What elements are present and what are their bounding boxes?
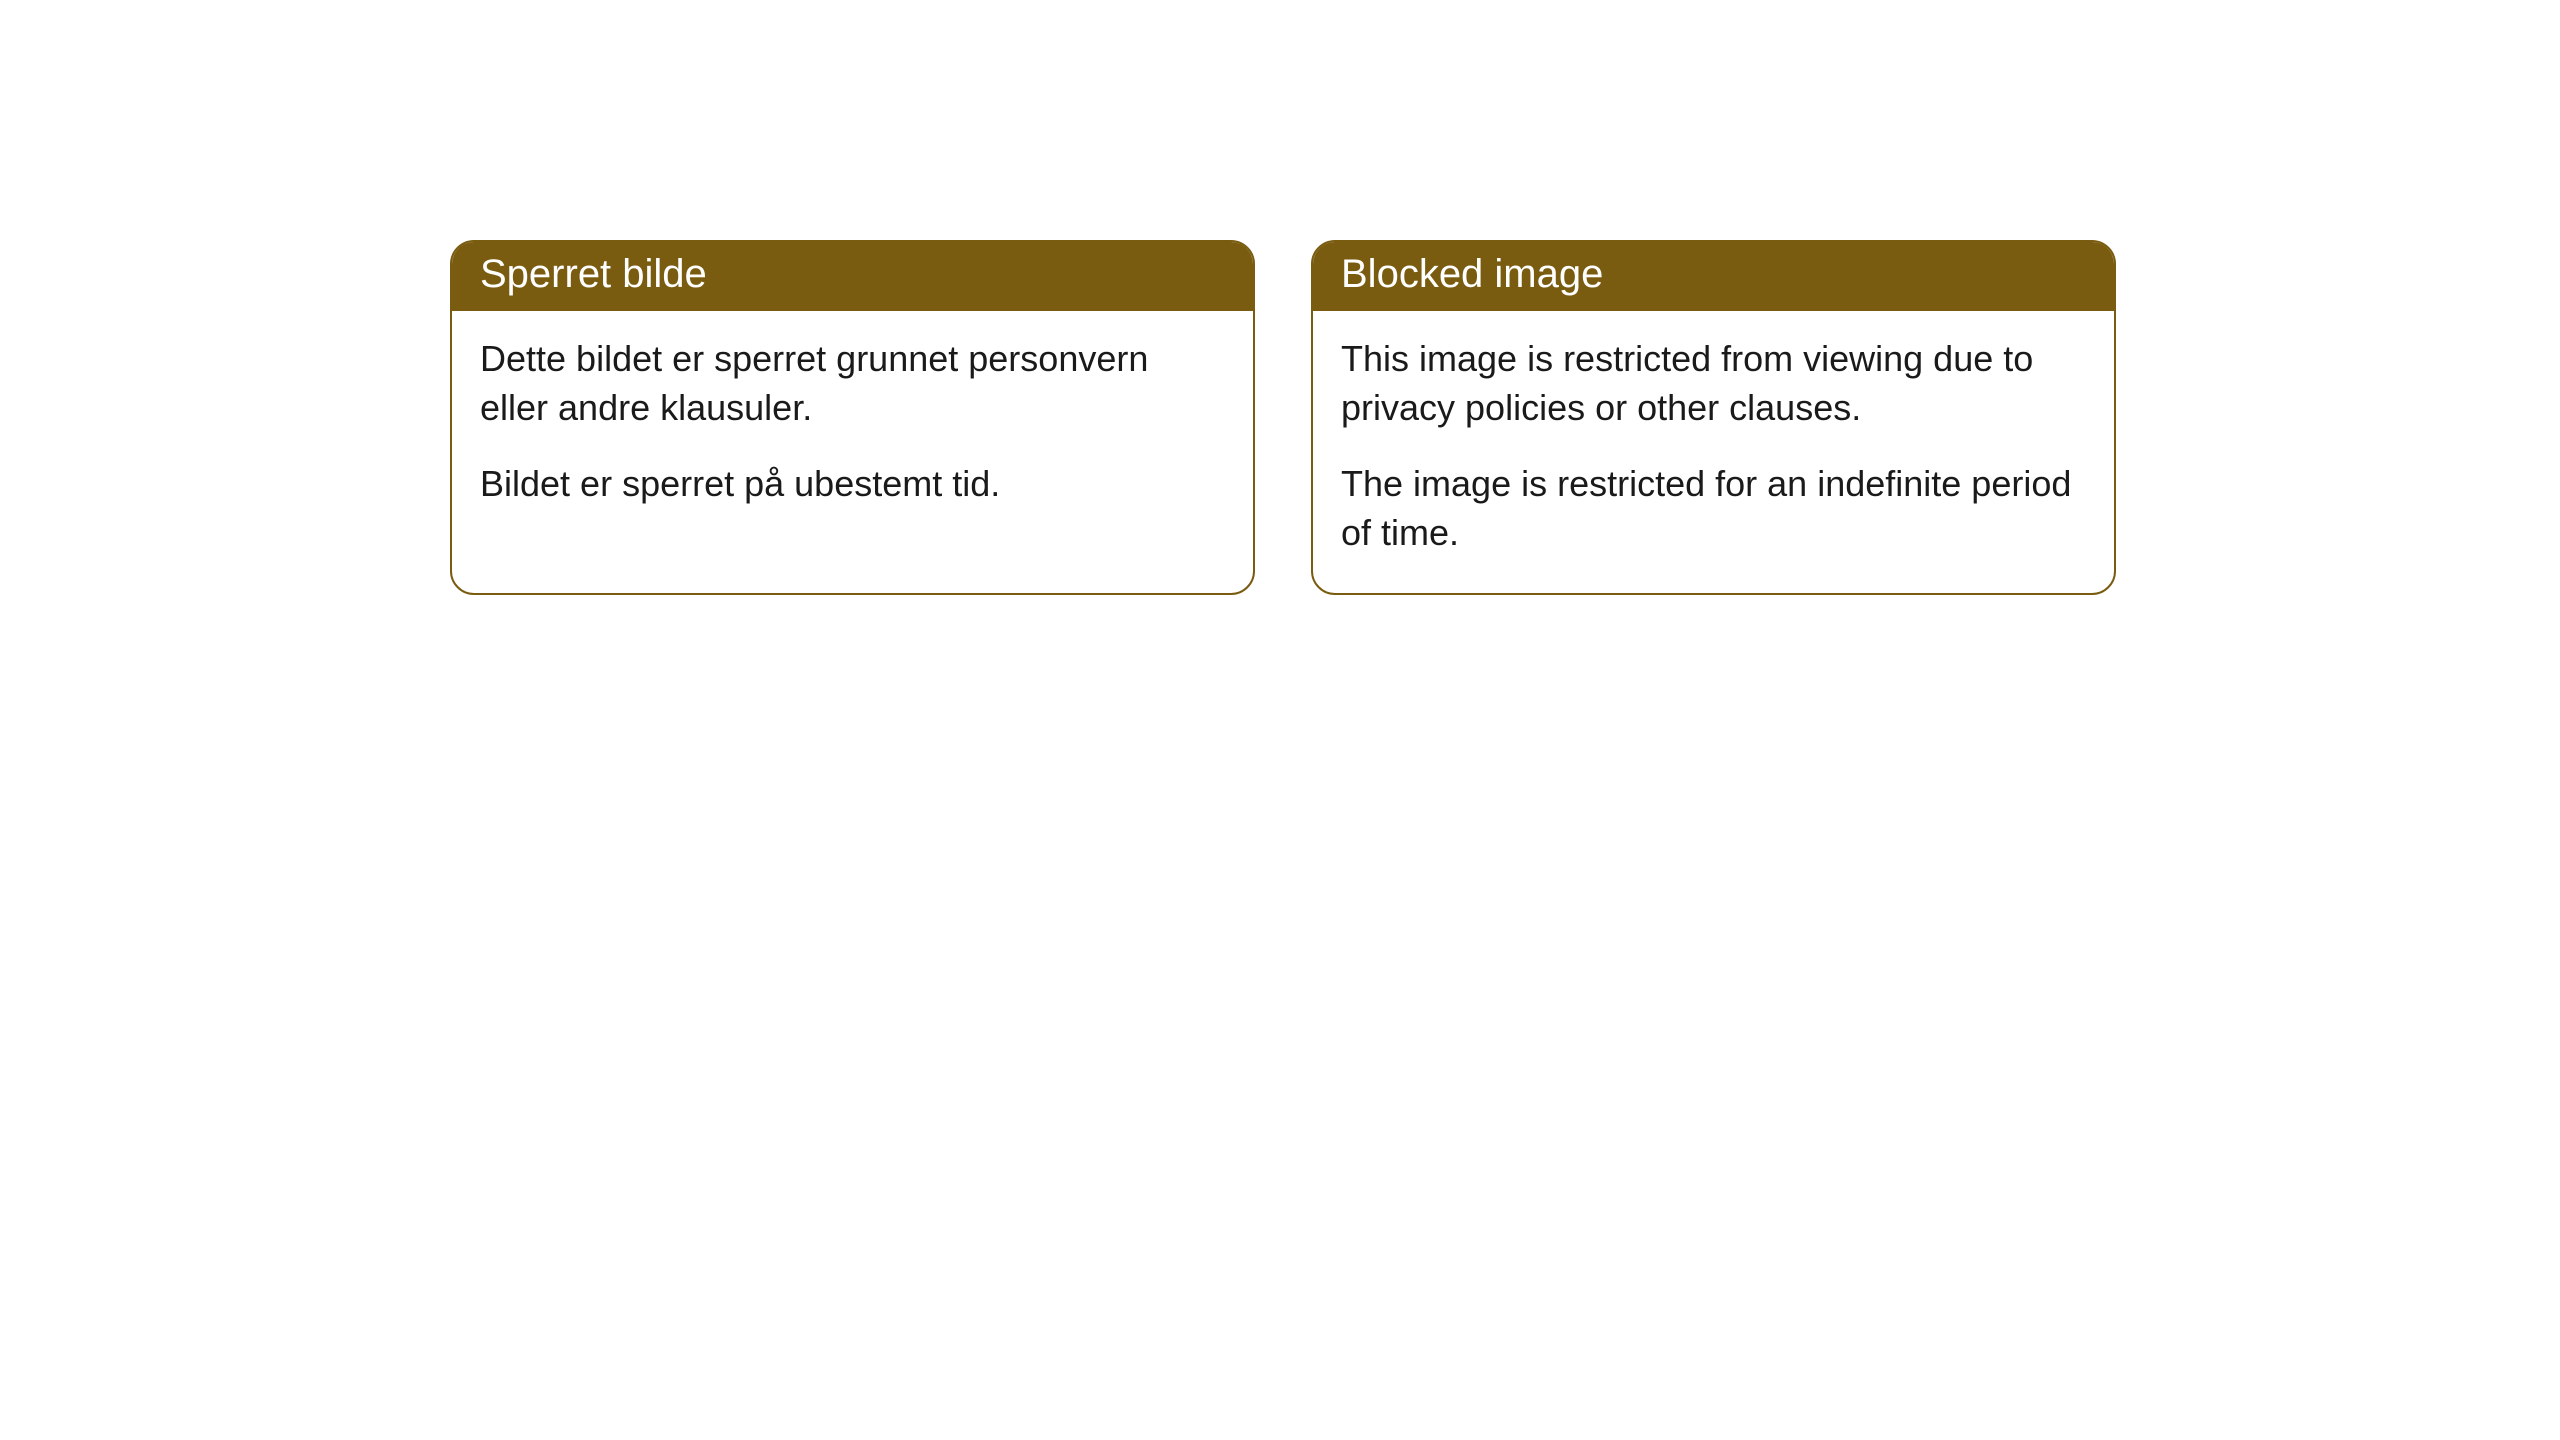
card-body: This image is restricted from viewing du… [1313, 311, 2114, 593]
card-paragraph: The image is restricted for an indefinit… [1341, 460, 2086, 557]
card-norwegian: Sperret bilde Dette bildet er sperret gr… [450, 240, 1255, 595]
card-header: Sperret bilde [452, 242, 1253, 311]
card-body: Dette bildet er sperret grunnet personve… [452, 311, 1253, 545]
cards-container: Sperret bilde Dette bildet er sperret gr… [0, 0, 2560, 595]
card-paragraph: Bildet er sperret på ubestemt tid. [480, 460, 1225, 509]
card-english: Blocked image This image is restricted f… [1311, 240, 2116, 595]
card-header: Blocked image [1313, 242, 2114, 311]
card-paragraph: Dette bildet er sperret grunnet personve… [480, 335, 1225, 432]
card-paragraph: This image is restricted from viewing du… [1341, 335, 2086, 432]
